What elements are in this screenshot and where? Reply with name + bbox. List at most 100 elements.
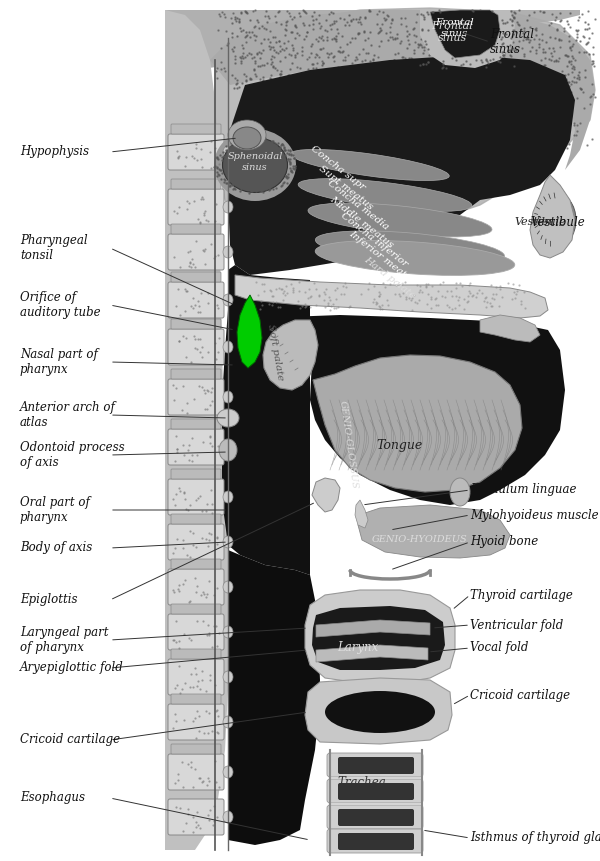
Text: Laryngeal part
of pharynx: Laryngeal part of pharynx (20, 626, 109, 654)
Text: Frontal
sinus: Frontal sinus (431, 22, 473, 43)
Polygon shape (165, 10, 580, 85)
FancyBboxPatch shape (168, 479, 224, 515)
Ellipse shape (223, 246, 233, 258)
Polygon shape (305, 678, 452, 744)
Ellipse shape (228, 120, 266, 150)
Ellipse shape (223, 294, 233, 306)
Polygon shape (235, 275, 548, 318)
FancyBboxPatch shape (168, 754, 224, 790)
Ellipse shape (315, 240, 515, 276)
FancyBboxPatch shape (168, 614, 224, 650)
Polygon shape (215, 8, 595, 235)
Text: Mylohyoideus muscle: Mylohyoideus muscle (470, 509, 599, 522)
Ellipse shape (223, 138, 287, 193)
Ellipse shape (223, 581, 233, 593)
FancyBboxPatch shape (171, 179, 221, 189)
Text: Supt meatus: Supt meatus (317, 164, 375, 212)
Ellipse shape (316, 231, 505, 265)
Text: Oral part of
pharynx: Oral part of pharynx (20, 496, 90, 524)
Ellipse shape (223, 441, 233, 453)
FancyBboxPatch shape (168, 524, 224, 560)
FancyBboxPatch shape (168, 282, 224, 318)
Ellipse shape (223, 626, 233, 638)
Text: Vocal fold: Vocal fold (470, 641, 529, 654)
Text: Vestibule: Vestibule (514, 217, 566, 227)
Polygon shape (263, 320, 318, 390)
FancyBboxPatch shape (168, 234, 224, 270)
Text: Concha inferior: Concha inferior (339, 211, 409, 269)
Ellipse shape (298, 178, 472, 211)
Text: Aryepiglottic fold: Aryepiglottic fold (20, 661, 124, 674)
Polygon shape (430, 10, 500, 58)
Text: Thyroid cartilage: Thyroid cartilage (470, 589, 573, 602)
Text: Concha supr: Concha supr (309, 144, 367, 192)
FancyBboxPatch shape (171, 124, 221, 134)
Polygon shape (312, 478, 340, 512)
Polygon shape (165, 10, 230, 850)
Polygon shape (358, 505, 510, 558)
Ellipse shape (219, 439, 237, 461)
FancyBboxPatch shape (168, 379, 224, 415)
Text: Orifice of
auditory tube: Orifice of auditory tube (20, 291, 101, 319)
Text: Esophagus: Esophagus (20, 791, 85, 804)
Text: Hypophysis: Hypophysis (20, 146, 89, 158)
FancyBboxPatch shape (171, 744, 221, 754)
Polygon shape (228, 315, 565, 505)
Polygon shape (305, 590, 455, 683)
FancyBboxPatch shape (168, 569, 224, 605)
Text: Frenulum linguae: Frenulum linguae (470, 484, 577, 497)
FancyBboxPatch shape (171, 369, 221, 379)
Text: Sphenoidal
sinus: Sphenoidal sinus (227, 152, 283, 171)
Polygon shape (312, 606, 445, 670)
Polygon shape (313, 355, 522, 492)
Text: Frontal
sinus: Frontal sinus (490, 28, 534, 56)
Ellipse shape (223, 716, 233, 728)
Ellipse shape (223, 811, 233, 823)
Text: GENIO-HYOIDEUS: GENIO-HYOIDEUS (372, 536, 468, 544)
FancyBboxPatch shape (171, 559, 221, 569)
Text: Concha media: Concha media (326, 178, 390, 232)
Text: Nasal part of
pharynx: Nasal part of pharynx (20, 348, 98, 376)
FancyBboxPatch shape (168, 659, 224, 695)
Text: Hyoid bone: Hyoid bone (470, 536, 538, 548)
Ellipse shape (450, 478, 470, 506)
Text: GENIO-GLOSSUS: GENIO-GLOSSUS (337, 400, 359, 490)
FancyBboxPatch shape (171, 319, 221, 329)
Text: Soft palate: Soft palate (266, 323, 284, 381)
Ellipse shape (223, 201, 233, 213)
FancyBboxPatch shape (327, 779, 423, 803)
Polygon shape (228, 550, 320, 845)
Text: Tongue: Tongue (377, 438, 423, 451)
Polygon shape (530, 175, 575, 258)
FancyBboxPatch shape (338, 833, 414, 850)
Ellipse shape (308, 203, 492, 237)
Text: Odontoid process
of axis: Odontoid process of axis (20, 441, 125, 469)
Ellipse shape (223, 671, 233, 683)
Polygon shape (210, 10, 595, 170)
FancyBboxPatch shape (171, 604, 221, 614)
Polygon shape (480, 315, 540, 342)
Text: Trachea: Trachea (338, 776, 386, 789)
Text: Pharyngeal
tonsil: Pharyngeal tonsil (20, 234, 88, 262)
FancyBboxPatch shape (168, 799, 224, 835)
Polygon shape (237, 295, 262, 368)
Polygon shape (316, 645, 428, 662)
Text: Cricoid cartilage: Cricoid cartilage (20, 734, 120, 746)
Ellipse shape (325, 691, 435, 733)
Text: Cricoid cartilage: Cricoid cartilage (470, 689, 570, 702)
FancyBboxPatch shape (171, 514, 221, 524)
Text: Epiglottis: Epiglottis (20, 593, 77, 606)
Text: Body of axis: Body of axis (20, 542, 92, 554)
Text: Vestibule: Vestibule (530, 215, 585, 228)
FancyBboxPatch shape (168, 134, 224, 170)
FancyBboxPatch shape (171, 469, 221, 479)
Text: Ventricular fold: Ventricular fold (470, 618, 563, 631)
Ellipse shape (217, 409, 239, 427)
Text: Middle meatus: Middle meatus (328, 195, 395, 250)
FancyBboxPatch shape (327, 805, 423, 829)
FancyBboxPatch shape (171, 649, 221, 659)
Ellipse shape (233, 127, 261, 149)
Ellipse shape (534, 193, 576, 247)
Polygon shape (228, 55, 575, 275)
FancyBboxPatch shape (171, 419, 221, 429)
